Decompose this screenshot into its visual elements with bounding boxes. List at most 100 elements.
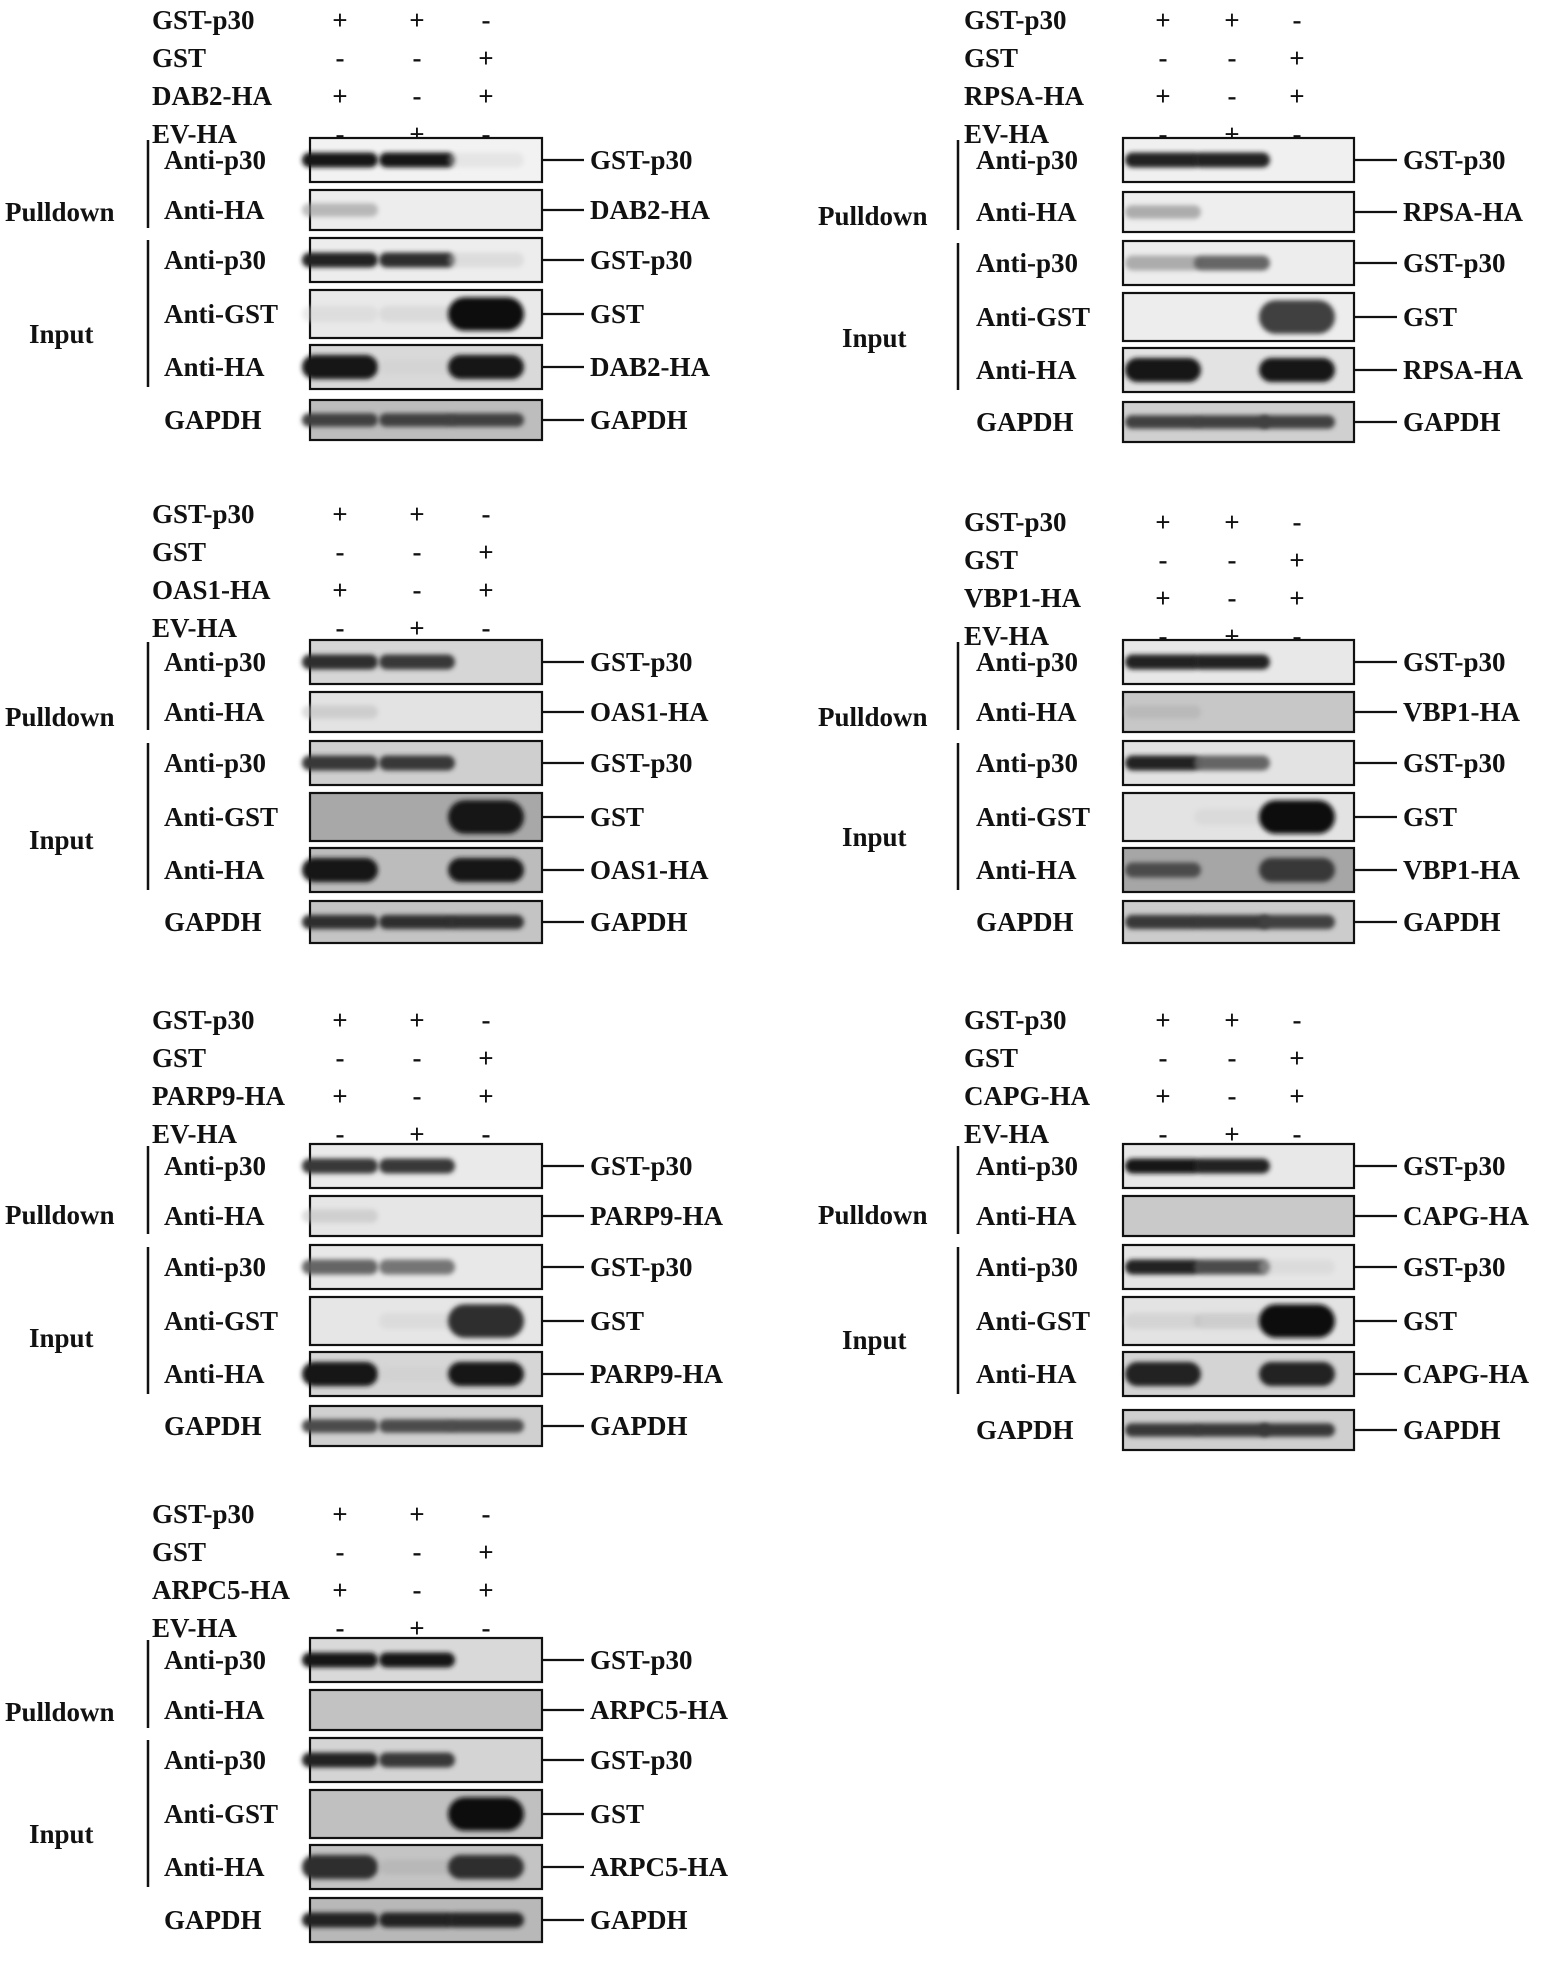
antibody-label: GAPDH: [976, 1415, 1074, 1445]
protein-band: [448, 354, 524, 380]
blot-panel-dab2: GST-p30 + + -GST - - +DAB2-HA + - +EV-HA - + -Pulldo…: [5, 5, 710, 442]
blot-row: Anti-p30 GST-p30: [976, 136, 1506, 184]
antibody-label: GAPDH: [976, 407, 1074, 437]
blot-row: Anti-p30 GST-p30: [976, 1142, 1506, 1190]
protein-band: [448, 252, 524, 268]
protein-band: [379, 654, 455, 670]
antibody-label: Anti-GST: [164, 299, 278, 329]
minus-sign: -: [336, 1043, 345, 1073]
plus-sign: +: [478, 43, 493, 73]
protein-band: [1194, 808, 1270, 826]
pulldown-label: Pulldown: [818, 201, 928, 231]
protein-band: [379, 1312, 455, 1330]
protein-band: [302, 152, 378, 168]
blot-panel-rpsa: GST-p30 + + -GST - - +RPSA-HA + - +EV-HA - + -Pulldo…: [818, 5, 1523, 444]
target-label: GST: [1403, 802, 1457, 832]
pulldown-label: Pulldown: [5, 197, 115, 227]
blot-row: Anti-p30 GST-p30: [976, 739, 1506, 787]
blot-row: Anti-GST GST: [164, 1295, 644, 1347]
plus-sign: +: [1224, 507, 1239, 537]
antibody-label: Anti-GST: [976, 802, 1090, 832]
protein-band: [302, 857, 378, 883]
target-label: GST-p30: [1403, 248, 1506, 278]
target-label: OAS1-HA: [590, 697, 709, 727]
blot-row: Anti-HA VBP1-HA: [976, 846, 1520, 894]
minus-sign: -: [413, 1043, 422, 1073]
protein-band: [1194, 1312, 1270, 1330]
plus-sign: +: [1224, 1119, 1239, 1149]
condition-label: CAPG-HA: [964, 1081, 1090, 1111]
antibody-label: Anti-HA: [164, 855, 265, 885]
target-label: GST: [590, 1306, 644, 1336]
protein-band: [448, 152, 524, 168]
condition-label: ARPC5-HA: [152, 1575, 290, 1605]
antibody-label: Anti-HA: [976, 1359, 1077, 1389]
plus-sign: +: [409, 499, 424, 529]
target-label: GAPDH: [1403, 1415, 1501, 1445]
target-label: DAB2-HA: [590, 352, 710, 382]
minus-sign: -: [1228, 1081, 1237, 1111]
plus-sign: +: [332, 5, 347, 35]
minus-sign: -: [1159, 1043, 1168, 1073]
protein-band: [379, 1752, 455, 1768]
protein-band: [448, 297, 524, 331]
plus-sign: +: [1289, 1081, 1304, 1111]
condition-label: EV-HA: [152, 1613, 237, 1643]
protein-band: [448, 800, 524, 834]
protein-band: [302, 654, 378, 670]
protein-band: [302, 755, 378, 771]
plus-sign: +: [409, 1499, 424, 1529]
protein-band: [1259, 1361, 1335, 1387]
minus-sign: -: [1293, 1005, 1302, 1035]
condition-label: EV-HA: [964, 621, 1049, 651]
antibody-label: Anti-GST: [164, 1306, 278, 1336]
protein-band: [448, 1797, 524, 1831]
target-label: GST: [590, 299, 644, 329]
minus-sign: -: [482, 499, 491, 529]
condition-label: PARP9-HA: [152, 1081, 285, 1111]
protein-band: [1194, 415, 1270, 429]
blot-row: Anti-GST GST: [164, 288, 644, 340]
target-label: PARP9-HA: [590, 1359, 723, 1389]
condition-label: EV-HA: [964, 1119, 1049, 1149]
protein-band: [302, 413, 378, 427]
antibody-label: Anti-p30: [164, 145, 266, 175]
protein-band: [1125, 255, 1201, 271]
protein-band: [302, 354, 378, 380]
antibody-label: Anti-HA: [164, 1852, 265, 1882]
blot-row: Anti-HA DAB2-HA: [164, 343, 710, 391]
target-label: VBP1-HA: [1403, 697, 1520, 727]
antibody-label: Anti-HA: [164, 1201, 265, 1231]
condition-label: GST-p30: [152, 1005, 255, 1035]
blot-row: GAPDH GAPDH: [164, 1404, 688, 1448]
antibody-label: Anti-p30: [164, 1745, 266, 1775]
plus-sign: +: [1155, 1081, 1170, 1111]
minus-sign: -: [413, 43, 422, 73]
protein-band: [1259, 914, 1335, 930]
protein-band: [1259, 800, 1335, 834]
target-label: GST: [590, 802, 644, 832]
protein-band: [1125, 1158, 1201, 1174]
plus-sign: +: [332, 1575, 347, 1605]
protein-band: [379, 914, 455, 930]
plus-sign: +: [478, 81, 493, 111]
blot-row: Anti-p30 GST-p30: [164, 1636, 693, 1684]
protein-band: [379, 1912, 455, 1928]
input-label: Input: [842, 1325, 907, 1355]
protein-band: [1194, 255, 1270, 271]
blot-panel-vbp1: GST-p30 + + -GST - - +VBP1-HA + - +EV-HA - + -Pulldo…: [818, 507, 1520, 945]
target-label: GST-p30: [590, 647, 693, 677]
minus-sign: -: [482, 1005, 491, 1035]
minus-sign: -: [413, 81, 422, 111]
minus-sign: -: [1159, 43, 1168, 73]
plus-sign: +: [332, 1081, 347, 1111]
minus-sign: -: [413, 1081, 422, 1111]
blot-row: GAPDH GAPDH: [164, 899, 688, 945]
protein-band: [302, 705, 378, 719]
minus-sign: -: [336, 613, 345, 643]
protein-band: [1259, 857, 1335, 883]
minus-sign: -: [336, 1613, 345, 1643]
plus-sign: +: [1289, 545, 1304, 575]
minus-sign: -: [336, 1119, 345, 1149]
antibody-label: GAPDH: [164, 1905, 262, 1935]
